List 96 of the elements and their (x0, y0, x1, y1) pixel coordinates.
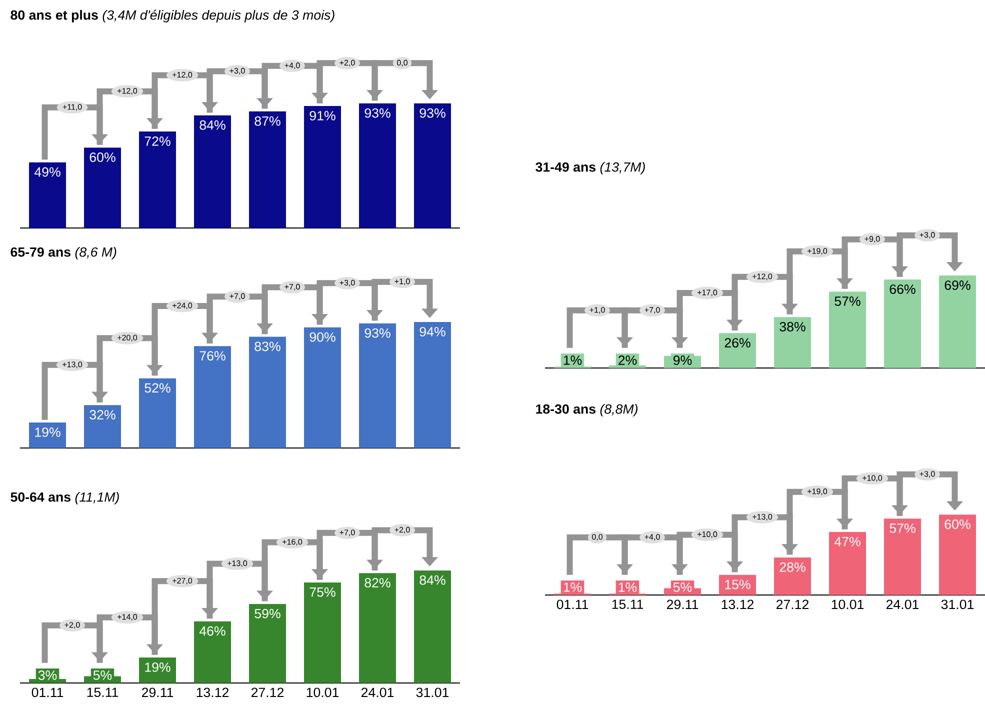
data-label: 93% (364, 108, 390, 118)
annotation: +10,0 (698, 531, 718, 538)
annotation: +20,0 (118, 334, 138, 342)
data-label: 5% (673, 582, 692, 592)
text: +7,0 (284, 284, 300, 291)
text: +7,0 (340, 530, 355, 536)
x-tick-label: 27.12 (251, 688, 284, 698)
text: +1,0 (394, 278, 410, 286)
text: +7,0 (230, 293, 245, 300)
text: +3,0 (340, 280, 355, 286)
data-label: 19% (35, 427, 60, 437)
data-label: 57% (834, 296, 860, 306)
x-tick-label: 15.11 (612, 600, 644, 610)
x-tick-label: 31.01 (941, 600, 974, 610)
data-label: 94% (420, 326, 446, 336)
data-label: 87% (254, 116, 280, 126)
annotation: +1,0 (590, 307, 605, 314)
data-label: 59% (254, 608, 280, 618)
data-label: 1% (564, 582, 582, 592)
data-label: 19% (145, 662, 170, 672)
x-tick-label: 15.11 (87, 688, 118, 698)
data-label: 46% (199, 626, 226, 636)
data-label: 75% (310, 587, 336, 597)
annotation: +27,0 (172, 578, 192, 584)
annotation: +14,0 (118, 614, 138, 621)
text: +12,0 (172, 72, 192, 79)
data-label: 49% (34, 167, 60, 177)
text: +24,0 (172, 302, 192, 310)
data-label: 5% (93, 670, 112, 680)
data-label: 2% (618, 356, 637, 365)
data-label: 9% (673, 356, 692, 365)
annotation: +13,0 (62, 362, 82, 368)
data-label: 84% (200, 120, 226, 130)
x-tick-label: 01.11 (556, 600, 588, 610)
data-label: 57% (890, 524, 916, 533)
chart-title: 31-49 ans (13,7M) (536, 162, 645, 174)
data-label: 1% (564, 355, 582, 365)
text: +3,0 (920, 471, 935, 478)
x-tick-label: 10.01 (306, 688, 339, 698)
x-tick-label: 24.01 (361, 688, 394, 698)
data-label: 93% (420, 108, 446, 118)
text: +4,0 (284, 62, 300, 70)
annotation: +2,0 (64, 622, 80, 629)
x-tick-label: 01.11 (32, 688, 64, 698)
x-tick-label: 10.01 (832, 600, 864, 610)
data-label: 76% (200, 351, 226, 361)
annotation: +17,0 (698, 290, 718, 296)
chart-title: 18-30 ans (8,8M) (536, 404, 638, 416)
annotation: +11,0 (62, 104, 82, 111)
data-label: 84% (420, 575, 446, 585)
data-label: 60% (90, 152, 116, 162)
chart-title: 50-64 ans (11,1M) (10, 492, 119, 504)
data-label: 91% (310, 110, 336, 120)
data-label: 3% (38, 670, 57, 680)
chart-title: 80 ans et plus (3,4M d'éligibles depuis plus de 3 mois) (10, 10, 334, 22)
text: +19,0 (808, 248, 828, 255)
data-label: 69% (944, 280, 970, 290)
x-tick-label: 29.11 (142, 688, 174, 698)
x-tick-label: 13.12 (722, 600, 754, 610)
data-label: 52% (144, 383, 170, 393)
x-tick-label: 24.01 (886, 600, 919, 610)
annotation: +12,0 (752, 274, 772, 280)
text: +13,0 (228, 560, 248, 568)
x-tick-label: 13.12 (196, 688, 229, 698)
x-tick-label: 31.01 (416, 688, 449, 698)
text: +2,0 (340, 60, 355, 66)
data-label: 28% (780, 562, 806, 572)
text: +2,0 (394, 526, 410, 534)
data-label: 26% (724, 338, 750, 348)
text: +3,0 (920, 232, 935, 239)
text: +19,0 (808, 488, 828, 496)
x-tick-label: 29.11 (666, 600, 698, 610)
text: +9,0 (864, 236, 880, 243)
data-label: 47% (834, 536, 860, 546)
annotation: +7,0 (644, 307, 660, 314)
text: +12,0 (118, 88, 138, 95)
data-label: 15% (725, 580, 750, 590)
text: +3,0 (230, 68, 245, 75)
data-label: 1% (618, 582, 637, 592)
data-label: 90% (310, 332, 336, 342)
text: +10,0 (862, 475, 882, 482)
data-label: 72% (144, 136, 170, 146)
text: 0,0 (397, 60, 408, 66)
data-label: 32% (90, 410, 116, 420)
data-label: 60% (944, 520, 970, 529)
x-tick-label: 27.12 (776, 600, 809, 610)
data-label: 93% (364, 328, 390, 338)
data-label: 66% (890, 284, 916, 294)
data-label: 82% (364, 578, 390, 588)
data-label: 83% (254, 342, 280, 352)
annotation: +13,0 (752, 514, 772, 521)
chart-title: 65-79 ans (8,6 M) (10, 246, 116, 260)
annotation: 0,0 (592, 534, 603, 541)
annotation: +4,0 (644, 534, 660, 541)
data-label: 38% (780, 322, 806, 332)
text: +16,0 (282, 538, 302, 546)
